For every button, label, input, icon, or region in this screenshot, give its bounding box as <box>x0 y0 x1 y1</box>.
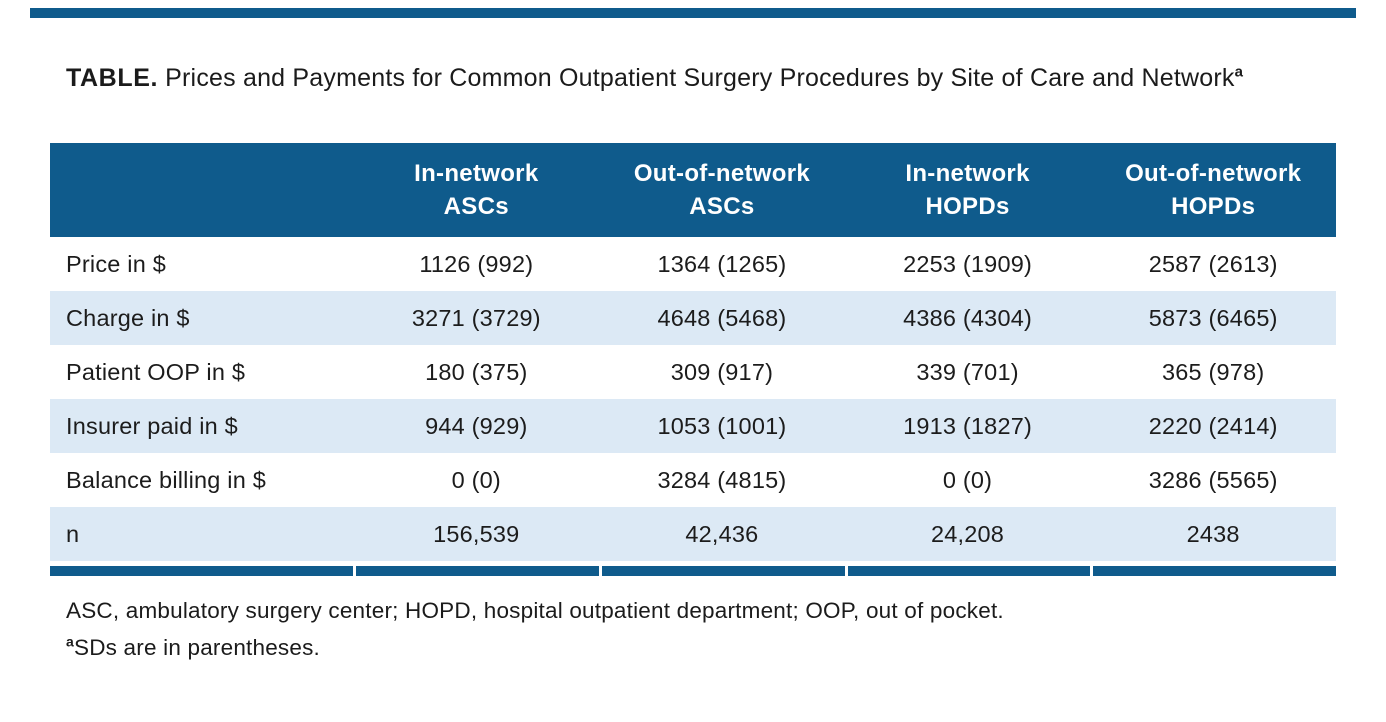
value-cell: 2587 (2613) <box>1148 250 1278 277</box>
sd-footnote-text: SDs are in parentheses. <box>74 635 320 660</box>
value-cell: 1913 (1827) <box>903 412 1033 439</box>
table-row: Charge in $ 3271 (3729) 4648 (5468) 4386… <box>50 291 1336 345</box>
sd-footnote-marker: a <box>66 633 74 650</box>
table-title-footnote-marker: a <box>1234 63 1244 81</box>
col-header-out-of-network-hopds: Out-of-network HOPDs <box>1090 143 1336 237</box>
row-label: Patient OOP in $ <box>66 358 246 385</box>
table-row: Patient OOP in $ 180 (375) 309 (917) 339… <box>50 345 1336 399</box>
table-row: n 156,539 42,436 24,208 2438 <box>50 507 1336 561</box>
row-label: Charge in $ <box>66 304 190 331</box>
bottom-rule-segment <box>602 566 845 576</box>
table-title-label: TABLE. <box>66 64 159 92</box>
value-cell: 3271 (3729) <box>411 304 541 331</box>
value-cell: 2253 (1909) <box>903 250 1033 277</box>
value-cell: 3286 (5565) <box>1148 466 1278 493</box>
bottom-rule-segment <box>50 566 354 576</box>
value-cell: 4648 (5468) <box>657 304 787 331</box>
value-cell: 156,539 <box>433 520 520 547</box>
value-cell: 3284 (4815) <box>657 466 787 493</box>
table-row: Insurer paid in $ 944 (929) 1053 (1001) … <box>50 399 1336 453</box>
col-header-out-of-network-ascs: Out-of-network ASCs <box>599 143 845 237</box>
value-cell: 1053 (1001) <box>657 412 787 439</box>
value-cell: 0 (0) <box>451 466 501 493</box>
value-cell: 5873 (6465) <box>1148 304 1278 331</box>
data-table-wrap: In-network ASCs Out-of-network ASCs In-n… <box>50 143 1336 561</box>
top-rule <box>30 8 1356 18</box>
row-label: Price in $ <box>66 250 166 277</box>
col-header-in-network-ascs: In-network ASCs <box>353 143 600 237</box>
sd-footnote: aSDs are in parentheses. <box>66 629 1316 666</box>
bottom-rule-segment <box>356 566 600 576</box>
table-title-text: Prices and Payments for Common Outpatien… <box>158 64 1235 92</box>
value-cell: 0 (0) <box>942 466 993 493</box>
value-cell: 2220 (2414) <box>1148 412 1278 439</box>
value-cell: 4386 (4304) <box>903 304 1033 331</box>
value-cell: 24,208 <box>931 520 1005 547</box>
value-cell: 2438 <box>1186 520 1240 547</box>
bottom-rule-segment <box>1093 566 1336 576</box>
header-row: In-network ASCs Out-of-network ASCs In-n… <box>50 143 1336 237</box>
value-cell: 180 (375) <box>425 358 528 385</box>
row-label: Balance billing in $ <box>66 466 266 493</box>
table-row: Balance billing in $ 0 (0) 3284 (4815) 0… <box>50 453 1336 507</box>
value-cell: 339 (701) <box>916 358 1019 385</box>
table-title: TABLE. Prices and Payments for Common Ou… <box>66 60 1256 96</box>
corner-cell <box>50 143 354 237</box>
footnotes: ASC, ambulatory surgery center; HOPD, ho… <box>66 592 1316 666</box>
value-cell: 1126 (992) <box>419 250 534 277</box>
table-row: Price in $ 1126 (992) 1364 (1265) 2253 (… <box>50 237 1336 291</box>
row-label: Insurer paid in $ <box>66 412 238 439</box>
row-label: n <box>66 520 80 547</box>
value-cell: 944 (929) <box>425 412 528 439</box>
data-table: In-network ASCs Out-of-network ASCs In-n… <box>50 143 1336 561</box>
bottom-rule <box>50 566 1336 576</box>
value-cell: 42,436 <box>685 520 759 547</box>
value-cell: 1364 (1265) <box>657 250 787 277</box>
bottom-rule-segment <box>847 566 1091 576</box>
value-cell: 365 (978) <box>1161 358 1265 385</box>
value-cell: 309 (917) <box>670 358 774 385</box>
abbreviations-footnote: ASC, ambulatory surgery center; HOPD, ho… <box>66 598 1004 623</box>
col-header-in-network-hopds: In-network HOPDs <box>844 143 1091 237</box>
